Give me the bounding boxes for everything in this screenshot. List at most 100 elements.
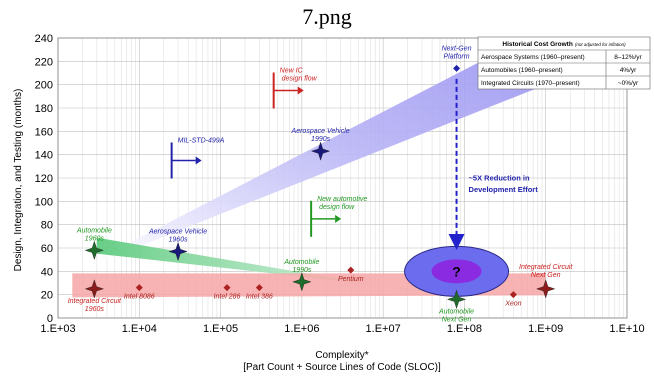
star-marker: [84, 279, 104, 299]
cost-table-title-note: (not adjusted for inflation): [575, 42, 626, 47]
plot-border: [57, 37, 628, 319]
y-tick-label: 160: [35, 126, 53, 138]
y-tick-label: 180: [35, 103, 53, 115]
flag-marker: MIL-STD-499A: [170, 138, 225, 179]
reduction-label: ~5X Reduction in: [469, 173, 530, 182]
star-marker: [168, 241, 188, 262]
flag-label-line2: design flow: [282, 76, 318, 83]
diamond-marker: [223, 284, 231, 292]
flag-arrowhead: [335, 214, 342, 223]
data-point-label-line2: Next Gen: [531, 272, 561, 279]
data-point-label-line2: 1960s: [169, 237, 189, 244]
diamond-marker: [509, 291, 517, 299]
x-tick-label: 1.E+05: [203, 323, 238, 335]
flag-label: New automotive: [317, 196, 367, 203]
flag-label-line2: design flow: [319, 204, 355, 211]
y-tick-label: 240: [35, 33, 53, 45]
x-tick-label: 1.E+04: [122, 323, 157, 335]
y-tick-label: 120: [35, 173, 53, 185]
x-tick-label: 1.E+08: [447, 323, 482, 335]
data-point-label: Integrated Circuit: [519, 264, 573, 271]
y-tick-label: 60: [41, 243, 53, 255]
cost-table: Historical Cost Growth (not adjusted for …: [477, 36, 651, 90]
data-point-label-line2: Next Gen: [442, 316, 472, 323]
y-tick-label: 40: [41, 266, 53, 278]
diamond-marker: [255, 284, 263, 292]
star-marker: [310, 141, 331, 161]
star-marker: [292, 272, 312, 292]
y-tick-label: 200: [35, 80, 53, 92]
data-point-label: Automobile: [438, 308, 474, 315]
axes: [57, 37, 628, 319]
cost-table-row-value: 8–12%/yr: [614, 54, 642, 61]
data-point-label: Intel 386: [246, 294, 273, 301]
future-ellipse: ?: [404, 245, 510, 297]
page-title: 7.png: [302, 4, 352, 29]
y-tick-label: 220: [35, 56, 53, 68]
data-point-label: Xeon: [504, 301, 521, 308]
data-point-label: Intel 8086: [124, 294, 155, 301]
y-tick-label: 0: [47, 313, 53, 325]
x-tick-labels: 1.E+03 1.E+04 1.E+05 1.E+06 1.E+07 1.E+08 1.E+…: [40, 323, 644, 335]
data-point: Xeon: [504, 291, 522, 308]
star-marker: [446, 289, 467, 309]
future-question-mark: ?: [452, 263, 461, 279]
diamond-marker: [453, 64, 461, 72]
star-marker: [536, 279, 556, 299]
data-point-label-line2: 1990s: [292, 267, 312, 274]
y-tick-label: 80: [41, 220, 53, 232]
data-point-label: Pentium: [338, 276, 364, 283]
diamond-marker: [347, 266, 355, 274]
reduction-arrow: ~5X Reduction in Development Effort: [448, 78, 539, 250]
data-point-label: Next-Gen: [442, 45, 472, 52]
cost-table-title: Historical Cost Growth: [502, 41, 572, 48]
cost-table-row-value: 4%/yr: [620, 67, 637, 74]
data-point-label-line2: 1960s: [85, 306, 105, 313]
x-axis-sublabel: [Part Count + Source Lines of Code (SLOC…: [243, 362, 441, 373]
data-point: Intel 8086: [124, 284, 155, 301]
reduction-label-line2: Development Effort: [469, 185, 539, 194]
flag-label: MIL-STD-499A: [178, 138, 225, 145]
star-marker: [84, 240, 104, 260]
x-tick-label: 1.E+03: [40, 323, 75, 335]
flag-arrowhead: [195, 156, 202, 165]
flag-arrowhead: [297, 86, 304, 95]
data-point: Intel 386: [246, 284, 273, 301]
x-tick-label: 1.E+09: [528, 323, 563, 335]
x-tick-label: 1.E+06: [284, 323, 319, 335]
x-axis-label: Complexity*: [315, 350, 368, 361]
data-point-label-line2: 1960s: [85, 235, 105, 242]
data-point: Pentium: [338, 266, 364, 283]
data-point: Intel 286: [214, 284, 241, 301]
cost-table-title-line: Historical Cost Growth (not adjusted for …: [502, 41, 626, 48]
data-point-label: Automobile: [283, 259, 319, 266]
cost-table-row-value: ~0%/yr: [618, 80, 639, 87]
x-tick-label: 1.E+10: [609, 323, 644, 335]
y-axis-label: Design, Integration, and Testing (months…: [13, 89, 24, 272]
data-point-label: Aerospace Vehicle: [148, 229, 207, 236]
y-tick-labels: 0 20 40 60 80 100 120 140 160 180 200 220 240: [35, 33, 53, 325]
future-inner-ellipse: [431, 259, 482, 284]
x-tick-label: 1.E+07: [366, 323, 401, 335]
data-point-label: Integrated Circuit: [68, 298, 122, 305]
y-tick-label: 100: [35, 196, 53, 208]
y-tick-label: 20: [41, 290, 53, 302]
y-tick-label: 140: [35, 150, 53, 162]
diamond-marker: [135, 284, 143, 292]
flag-label: New IC: [280, 68, 304, 75]
cost-table-row-name: Integrated Circuits (1970–present): [481, 80, 580, 87]
data-point-label: Aerospace Vehicle: [291, 128, 350, 135]
